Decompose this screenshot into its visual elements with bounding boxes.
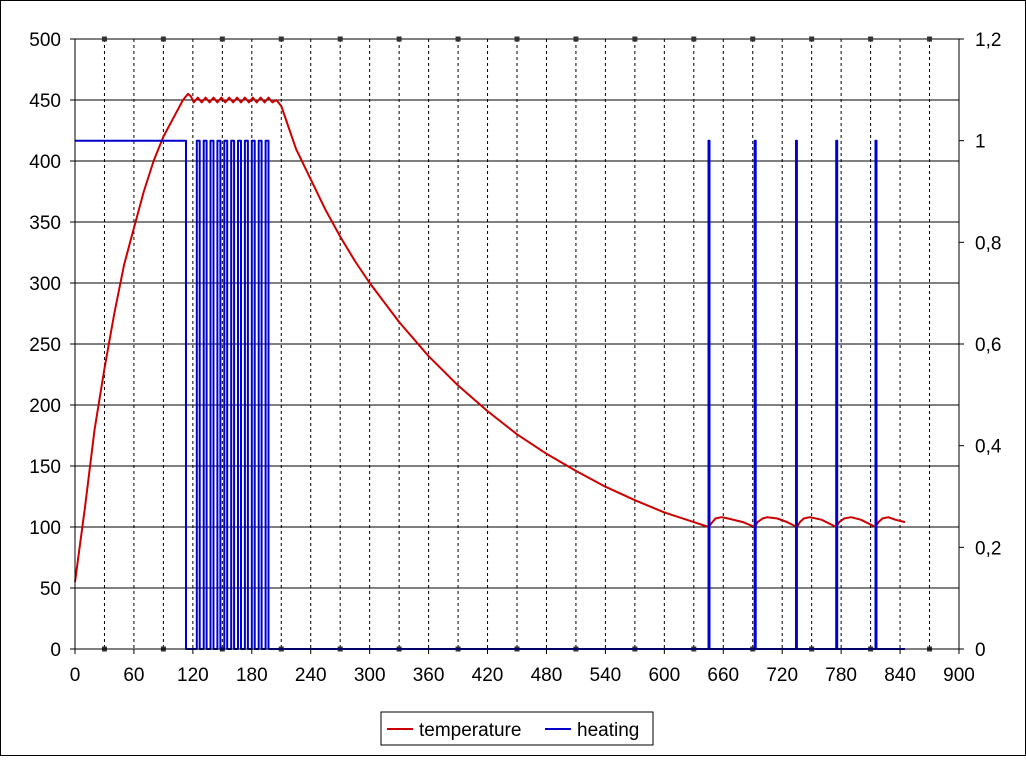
legend-label-heating: heating (577, 720, 639, 741)
x-tick-label: 180 (236, 665, 268, 686)
series-layer (74, 92, 906, 650)
x-tick-label: 480 (531, 665, 563, 686)
edge-marker-top (868, 36, 874, 42)
x-tick-label: 120 (177, 665, 209, 686)
x-tick-label: 780 (825, 665, 857, 686)
y-right-tick-label: 0,6 (975, 335, 1001, 356)
series-line-temperature (74, 92, 906, 583)
y-right-tick-label: 0,8 (975, 233, 1001, 254)
axes-layer: 0 50 100 150 200 250 300 350 400 450 500 0 60 120 180 2… (29, 30, 1002, 686)
x-tick-label: 240 (295, 665, 327, 686)
y-left-tick-label: 350 (29, 213, 61, 234)
y-left-tick-label: 0 (50, 640, 61, 661)
legend-label-temperature: temperature (419, 720, 521, 741)
y-left-tick-label: 500 (29, 30, 61, 51)
edge-marker-top (160, 36, 166, 42)
edge-marker-top (514, 36, 520, 42)
y-right-tick-label: 0,4 (975, 437, 1002, 458)
y-right-tick-label: 1 (975, 132, 986, 153)
x-tick-label: 900 (943, 665, 975, 686)
x-tick-label: 840 (884, 665, 916, 686)
edge-marker-top (691, 36, 697, 42)
y-right-tick-label: 0 (975, 640, 986, 661)
y-left-tick-label: 400 (29, 152, 61, 173)
edge-marker-top (573, 36, 579, 42)
x-tick-label: 300 (354, 665, 386, 686)
edge-marker-top (750, 36, 756, 42)
edge-marker-top (455, 36, 461, 42)
x-tick-label: 420 (472, 665, 504, 686)
y-left-tick-label: 150 (29, 457, 61, 478)
legend-box (380, 711, 654, 746)
series-line-heating (75, 139, 905, 650)
edge-marker-top (927, 36, 933, 42)
y-left-tick-label: 300 (29, 274, 61, 295)
y-left-tick-label: 200 (29, 396, 61, 417)
x-tick-label: 60 (123, 665, 144, 686)
edge-marker-top (809, 36, 815, 42)
y-left-tick-label: 100 (29, 518, 61, 539)
x-tick-label: 540 (590, 665, 622, 686)
edge-marker-top (101, 36, 107, 42)
y-right-tick-label: 0,2 (975, 538, 1001, 559)
y-left-tick-label: 50 (40, 579, 61, 600)
y-left-tick-label: 450 (29, 91, 61, 112)
edge-marker-top (396, 36, 402, 42)
x-tick-label: 600 (648, 665, 680, 686)
edge-marker-top (219, 36, 225, 42)
x-tick-label: 660 (707, 665, 739, 686)
edge-marker-top (337, 36, 343, 42)
x-tick-label: 0 (70, 665, 81, 686)
edge-marker-top (278, 36, 284, 42)
x-tick-label: 720 (766, 665, 798, 686)
y-left-tick-label: 250 (29, 335, 61, 356)
y-right-tick-label: 1,2 (975, 30, 1001, 51)
x-tick-label: 360 (413, 665, 445, 686)
legend: temperature heating (380, 711, 654, 746)
edge-marker-top (632, 36, 638, 42)
